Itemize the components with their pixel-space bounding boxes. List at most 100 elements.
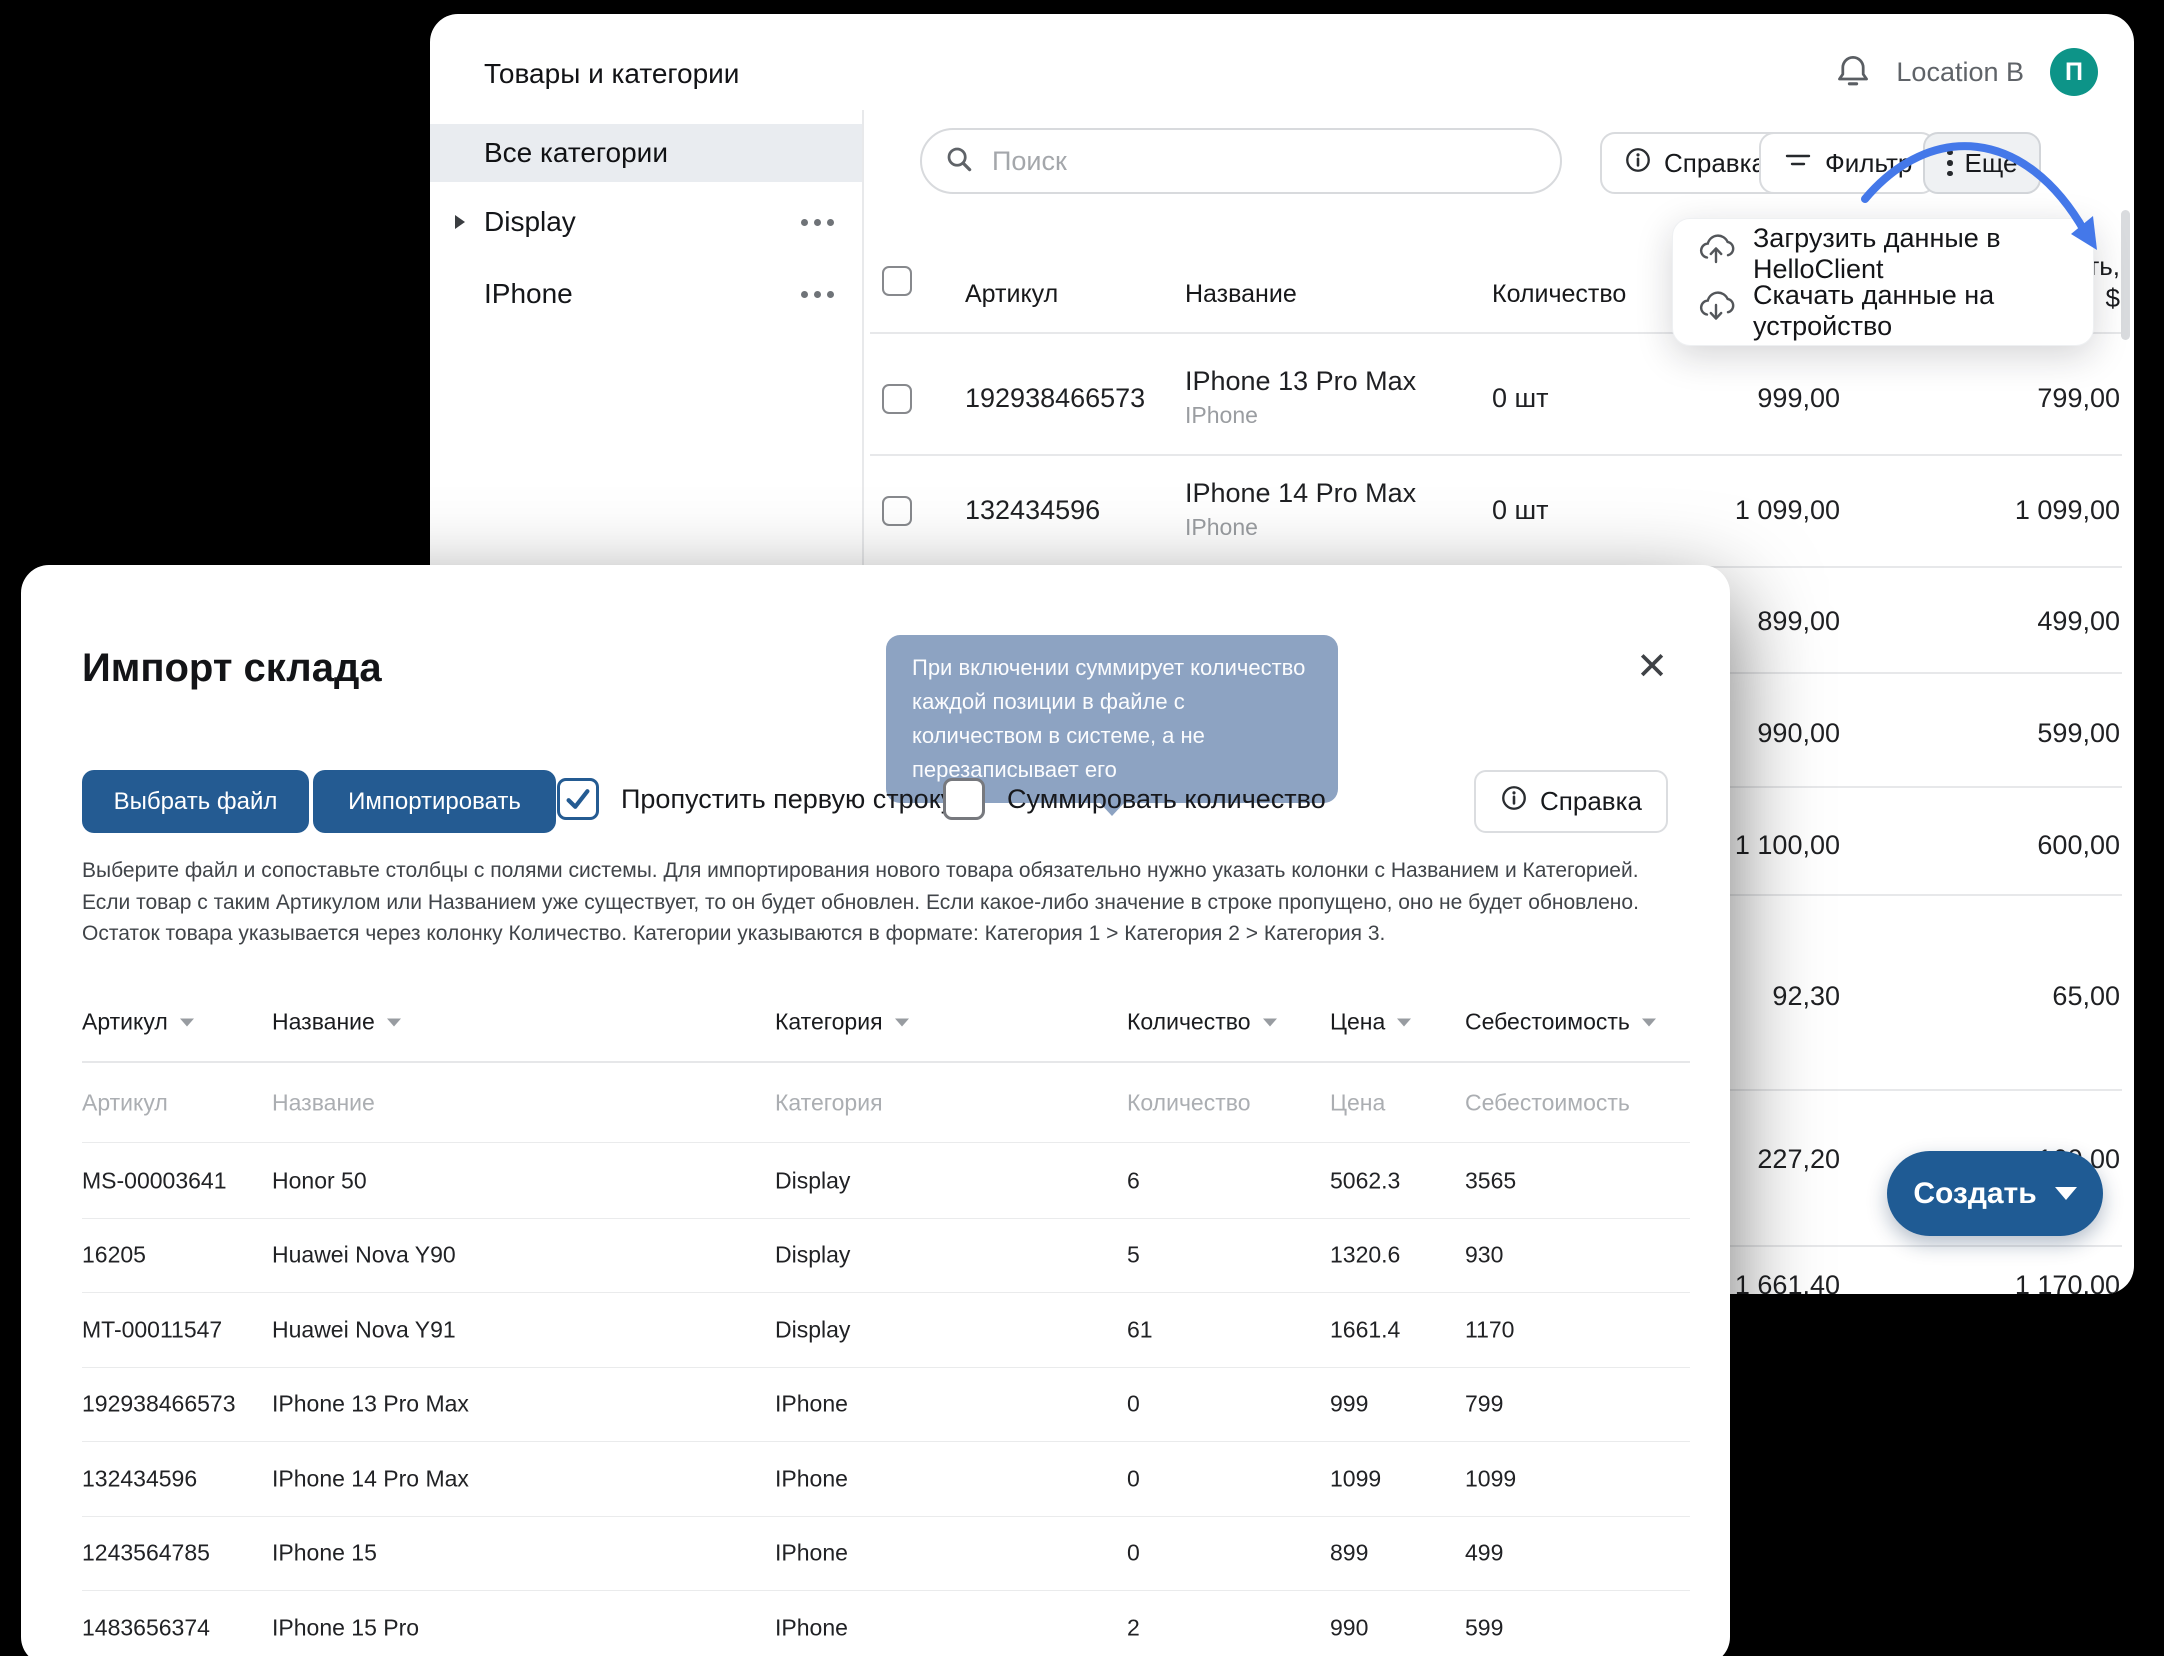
placeholder-cell: Название (272, 1089, 375, 1115)
skip-first-row-checkbox[interactable] (557, 778, 599, 820)
bell-icon[interactable] (1836, 52, 1870, 93)
help-button-modal[interactable]: Справка (1474, 770, 1668, 833)
cell-name[interactable]: IPhone 14 Pro Max (1185, 478, 1417, 508)
modal-title: Импорт склада (82, 646, 382, 690)
cell-qty: 0 (1127, 1465, 1140, 1492)
column-header-sku[interactable]: Артикул (965, 280, 1059, 308)
cloud-upload-icon (1697, 233, 1735, 274)
sidebar-item-label: IPhone (484, 278, 573, 309)
table-row: MS-00003641 Honor 50 Display 6 5062.3 35… (82, 1144, 1690, 1219)
column-header-qty[interactable]: Количество (1492, 280, 1627, 308)
column-header-name[interactable]: Название (1185, 280, 1297, 308)
column-header-cost[interactable]: Себестоимость (1465, 1009, 1656, 1036)
search-box[interactable] (920, 128, 1562, 194)
cell-price: 899 (1330, 1539, 1369, 1566)
more-options-icon[interactable] (801, 218, 834, 226)
column-header-sku[interactable]: Артикул (82, 1009, 194, 1036)
import-button[interactable]: Импортировать (313, 770, 556, 833)
cell-price: 899,00 (1757, 606, 1840, 636)
import-modal: Импорт склада ✕ При включении суммирует … (21, 565, 1730, 1656)
avatar[interactable]: П (2050, 48, 2098, 96)
cell-cost: 1099 (1465, 1465, 1517, 1492)
sidebar-item-label: Display (484, 206, 576, 237)
placeholder-cell: Себестоимость (1465, 1089, 1630, 1115)
cell-category: Display (775, 1167, 851, 1194)
cell-name[interactable]: IPhone 13 Pro Max (1185, 366, 1417, 396)
cell-cost: 1 170,00 (2014, 1270, 2120, 1294)
cell-price: 1 099,00 (1734, 495, 1840, 525)
cell-cost: 1170 (1465, 1316, 1515, 1343)
location-label[interactable]: Location B (1896, 56, 2024, 87)
cell-qty: 0 (1127, 1390, 1140, 1417)
cell-qty: 2 (1127, 1614, 1140, 1641)
table-row: 192938466573 IPhone 13 Pro Max IPhone 0 … (82, 1368, 1690, 1442)
sort-icon (1262, 1018, 1277, 1026)
cell-name: Huawei Nova Y90 (272, 1241, 456, 1268)
import-table-header: Артикул Название Категория Количество Це… (82, 997, 1690, 1047)
more-options-icon[interactable] (801, 290, 834, 298)
cell-price: 999,00 (1757, 383, 1840, 413)
info-icon (1500, 784, 1528, 819)
cell-qty: 6 (1127, 1167, 1140, 1194)
cell-price: 1099 (1330, 1465, 1382, 1492)
row-checkbox[interactable] (882, 384, 912, 414)
sidebar-item-all-categories[interactable]: Все категории (430, 124, 862, 182)
cell-sku: 16205 (82, 1241, 146, 1268)
column-header-category[interactable]: Категория (775, 1009, 909, 1036)
sum-quantity-checkbox[interactable] (943, 778, 985, 820)
sidebar-item-iphone[interactable]: IPhone (430, 264, 862, 324)
more-menu: Загрузить данные в HelloClient Скачать д… (1672, 218, 2094, 346)
cell-sku: MT-00011547 (82, 1316, 223, 1343)
cell-name: Honor 50 (272, 1167, 367, 1194)
cell-cost: 799 (1465, 1390, 1504, 1417)
cell-cost: 499 (1465, 1539, 1504, 1566)
cell-qty: 0 (1127, 1539, 1140, 1566)
close-icon[interactable]: ✕ (1636, 646, 1668, 688)
table-row: 1243564785 IPhone 15 IPhone 0 899 499 (82, 1517, 1690, 1591)
expand-caret-icon[interactable] (455, 215, 465, 229)
placeholder-cell: Цена (1330, 1089, 1386, 1115)
sum-quantity-label[interactable]: Суммировать количество (1007, 784, 1326, 814)
cell-name: IPhone 13 Pro Max (272, 1390, 469, 1417)
filter-icon (1783, 147, 1813, 180)
table-row: 1483656374 IPhone 15 Pro IPhone 2 990 59… (82, 1591, 1690, 1656)
cell-price: 1320.6 (1330, 1241, 1401, 1268)
choose-file-button[interactable]: Выбрать файл (82, 770, 309, 833)
sort-icon (1397, 1018, 1412, 1026)
sort-icon (1641, 1018, 1656, 1026)
cell-cost: 3565 (1465, 1167, 1517, 1194)
menu-item-upload[interactable]: Загрузить данные в HelloClient (1673, 223, 2093, 284)
create-button[interactable]: Создать (1887, 1151, 2103, 1236)
cell-cost: 65,00 (2052, 981, 2120, 1011)
column-header-price[interactable]: Цена (1330, 1009, 1412, 1036)
page-title: Товары и категории (484, 58, 740, 89)
skip-first-row-label[interactable]: Пропустить первую строку (621, 784, 955, 814)
column-header-name[interactable]: Название (272, 1009, 401, 1036)
import-description: Выберите файл и сопоставьте столбцы с по… (82, 859, 1639, 945)
cell-sku: 192938466573 (82, 1390, 236, 1417)
help-button-label: Справка (1540, 786, 1642, 816)
cell-price: 990,00 (1757, 718, 1840, 748)
help-button[interactable]: Справка (1600, 132, 1790, 194)
select-all-checkbox[interactable] (882, 266, 912, 296)
search-input[interactable] (990, 144, 1538, 178)
placeholder-cell: Количество (1127, 1089, 1251, 1115)
sort-icon (179, 1018, 194, 1026)
table-row: 16205 Huawei Nova Y90 Display 5 1320.6 9… (82, 1219, 1690, 1293)
column-header-qty[interactable]: Количество (1127, 1009, 1277, 1036)
table-row: 132434596 IPhone 14 Pro Max IPhone 0 109… (82, 1442, 1690, 1517)
info-icon (1624, 146, 1652, 181)
cell-cost: 599,00 (2037, 718, 2120, 748)
menu-item-download[interactable]: Скачать данные на устройство (1673, 280, 2093, 341)
scrollbar-thumb[interactable] (2121, 210, 2130, 340)
import-table-body: MS-00003641 Honor 50 Display 6 5062.3 35… (82, 1144, 1690, 1656)
checkmark-icon (566, 789, 590, 809)
sidebar-item-display[interactable]: Display (430, 192, 862, 252)
table-divider (870, 332, 2122, 334)
cloud-download-icon (1697, 290, 1735, 331)
tooltip: При включении суммирует количество каждо… (886, 635, 1338, 816)
row-checkbox[interactable] (882, 496, 912, 526)
cell-category: IPhone (775, 1465, 848, 1492)
cell-name: Huawei Nova Y91 (272, 1316, 456, 1343)
